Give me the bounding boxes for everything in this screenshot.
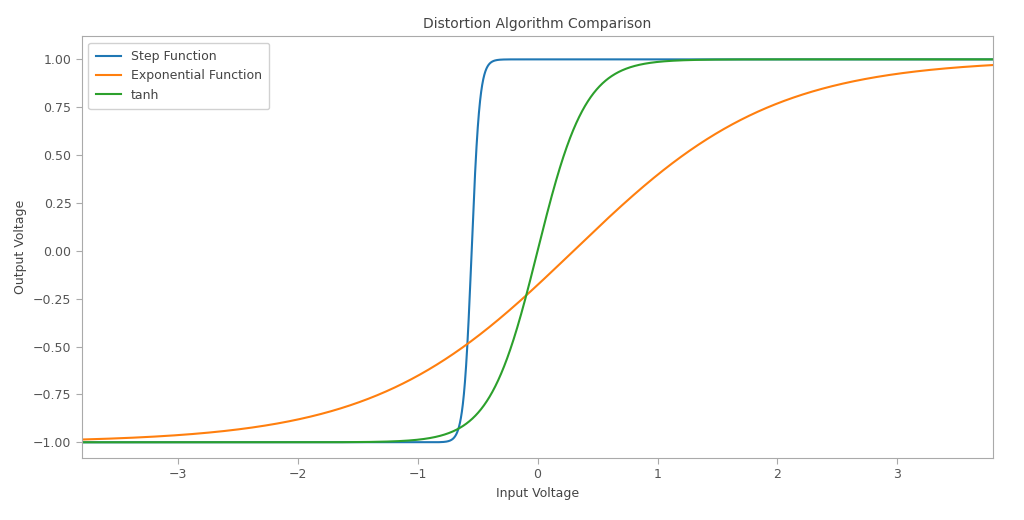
Step Function	[52, 439, 65, 446]
Step Function	[961, 56, 973, 62]
Exponential Function	[961, 63, 973, 70]
Step Function	[91, 439, 103, 446]
Legend: Step Function, Exponential Function, tanh: Step Function, Exponential Function, tan…	[88, 43, 269, 109]
Exponential Function	[56, 437, 69, 443]
tanh	[521, 290, 534, 296]
Exponential Function	[1011, 61, 1023, 67]
Exponential Function	[521, 292, 534, 298]
Step Function	[521, 56, 534, 62]
X-axis label: Input Voltage: Input Voltage	[496, 487, 580, 500]
tanh	[56, 439, 69, 446]
tanh	[110, 439, 122, 446]
tanh	[1011, 56, 1023, 62]
Step Function	[1011, 56, 1023, 62]
Step Function	[240, 439, 252, 446]
Title: Distortion Algorithm Comparison: Distortion Algorithm Comparison	[424, 17, 651, 31]
tanh	[961, 56, 973, 62]
tanh	[240, 439, 252, 446]
Line: Exponential Function: Exponential Function	[58, 64, 1017, 440]
Step Function	[56, 439, 69, 446]
Exponential Function	[52, 437, 65, 443]
Exponential Function	[91, 436, 103, 442]
Step Function	[617, 56, 630, 62]
Line: tanh: tanh	[58, 59, 1017, 443]
Exponential Function	[110, 435, 122, 441]
Y-axis label: Output Voltage: Output Voltage	[14, 200, 28, 294]
tanh	[52, 439, 65, 446]
Exponential Function	[240, 425, 252, 432]
Line: Step Function: Step Function	[58, 59, 1017, 443]
tanh	[91, 439, 103, 446]
Step Function	[110, 439, 122, 446]
